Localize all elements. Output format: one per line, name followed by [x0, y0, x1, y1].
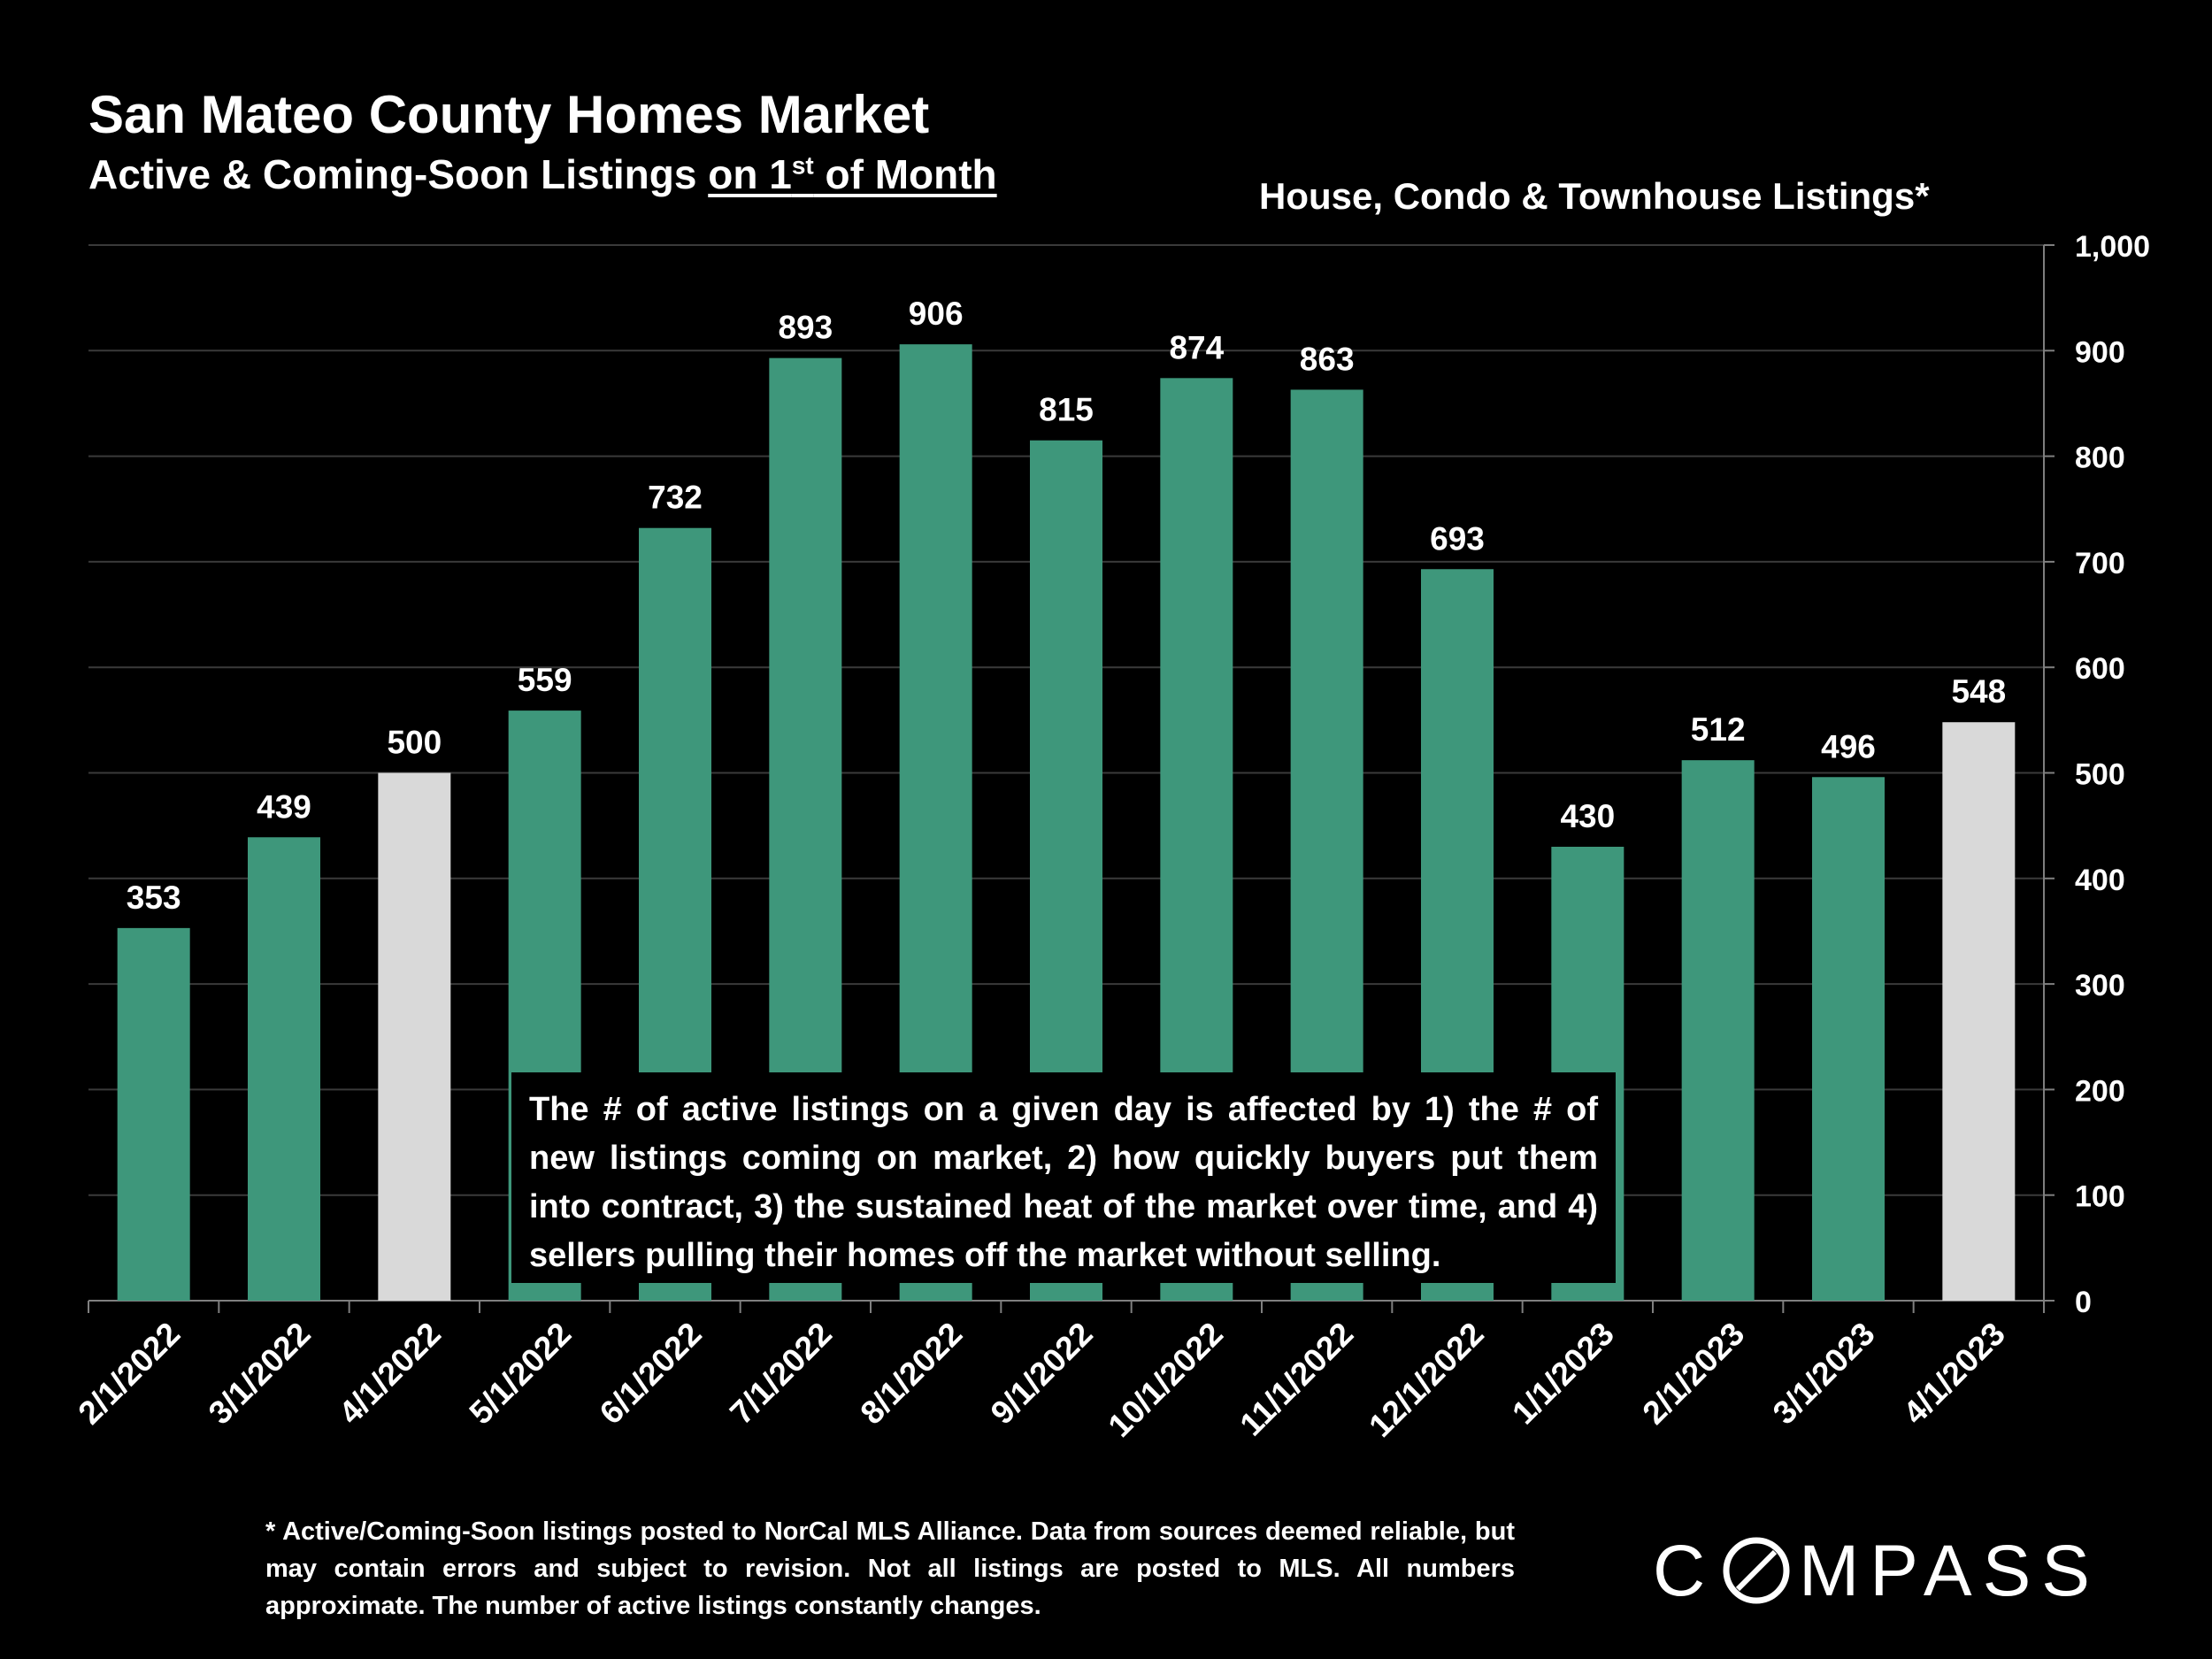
category-label: 10/1/2022 — [1102, 1316, 1230, 1444]
subtitle-on: on 1 — [708, 151, 792, 197]
data-label: 496 — [1821, 728, 1876, 764]
category-label: 7/1/2022 — [723, 1316, 839, 1432]
bar — [1942, 722, 2016, 1301]
category-label: 5/1/2022 — [462, 1316, 578, 1432]
annotation-box: The # of active listings on a given day … — [511, 1072, 1616, 1283]
category-label: 9/1/2022 — [984, 1316, 1100, 1432]
chart-label: House, Condo & Townhouse Listings* — [1259, 175, 1930, 217]
y-tick-label: 1,000 — [2075, 230, 2150, 264]
category-label: 2/1/2023 — [1635, 1316, 1751, 1432]
data-label: 874 — [1169, 329, 1224, 365]
y-tick-label: 100 — [2075, 1180, 2125, 1214]
bar — [1812, 777, 1885, 1301]
category-label: 1/1/2023 — [1505, 1316, 1621, 1432]
category-label: 8/1/2022 — [853, 1316, 969, 1432]
y-tick-label: 900 — [2075, 335, 2125, 369]
data-label: 559 — [518, 662, 572, 698]
logo-c: C — [1653, 1535, 1714, 1606]
bar — [248, 837, 320, 1301]
page-subtitle: Active & Coming-Soon Listings on 1st of … — [88, 150, 997, 198]
data-label: 512 — [1691, 711, 1746, 748]
subtitle-tail: of Month — [813, 151, 997, 197]
data-label: 500 — [387, 725, 442, 761]
category-label: 4/1/2023 — [1896, 1316, 2012, 1432]
bar — [117, 927, 190, 1301]
data-label: 430 — [1560, 798, 1615, 834]
category-label: 6/1/2022 — [593, 1316, 709, 1432]
category-label: 4/1/2022 — [332, 1316, 448, 1432]
logo-o-icon — [1723, 1537, 1790, 1604]
data-label: 353 — [127, 879, 181, 916]
category-label: 3/1/2023 — [1766, 1316, 1882, 1432]
annotation-text: The # of active listings on a given day … — [529, 1091, 1598, 1274]
category-label: 3/1/2022 — [202, 1316, 318, 1432]
y-tick-label: 200 — [2075, 1074, 2125, 1108]
category-label: 11/1/2022 — [1233, 1316, 1360, 1443]
subtitle-emphasis: on 1st of Month — [708, 151, 996, 197]
data-label: 906 — [909, 296, 964, 332]
data-label: 548 — [1951, 673, 2006, 710]
compass-logo: C MPASS — [1653, 1535, 2101, 1606]
y-tick-label: 700 — [2075, 547, 2125, 580]
y-tick-label: 400 — [2075, 864, 2125, 897]
data-label: 815 — [1039, 392, 1094, 428]
bar — [378, 772, 451, 1301]
y-tick-label: 800 — [2075, 442, 2125, 475]
page-title: San Mateo County Homes Market — [88, 85, 930, 144]
subtitle-sup: st — [791, 151, 814, 180]
category-label: 12/1/2022 — [1362, 1316, 1490, 1444]
y-tick-label: 300 — [2075, 969, 2125, 1002]
bar — [1681, 760, 1755, 1301]
data-label: 732 — [648, 480, 703, 516]
footnote: * Active/Coming-Soon listings posted to … — [265, 1517, 1515, 1620]
y-tick-label: 0 — [2075, 1286, 2092, 1319]
data-label: 893 — [778, 310, 833, 346]
logo-mpass: MPASS — [1799, 1535, 2101, 1606]
data-label: 439 — [257, 788, 311, 825]
subtitle-main: Active & Coming-Soon Listings — [88, 151, 709, 197]
y-tick-label: 600 — [2075, 652, 2125, 686]
y-tick-label: 500 — [2075, 758, 2125, 792]
data-label: 863 — [1300, 341, 1355, 377]
category-label: 2/1/2022 — [71, 1316, 187, 1432]
data-label: 693 — [1430, 520, 1485, 557]
